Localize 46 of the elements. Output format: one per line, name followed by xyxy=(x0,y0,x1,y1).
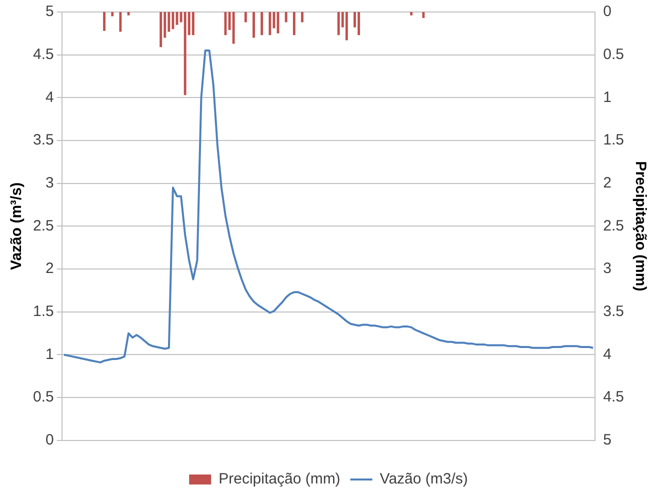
bar xyxy=(422,12,425,18)
y-tick-label: 1 xyxy=(46,346,54,363)
y2-tick-label: 4.5 xyxy=(603,388,624,406)
y-tick-label: 4 xyxy=(46,88,54,106)
y2-tick-label: 5 xyxy=(603,432,612,449)
bar xyxy=(260,12,264,36)
bar xyxy=(111,12,114,16)
y2-axis-title: Precipitação (mm) xyxy=(632,161,649,292)
legend-label: Precipitação (mm) xyxy=(218,470,340,488)
bar xyxy=(184,12,186,96)
bar xyxy=(345,12,348,40)
y-tick-label: 3 xyxy=(46,174,54,192)
bar xyxy=(337,12,340,36)
bar xyxy=(232,12,235,44)
bar xyxy=(301,12,304,22)
bar xyxy=(410,12,413,16)
y-tick-label: 4.5 xyxy=(32,46,54,63)
bar xyxy=(292,12,296,36)
y-tick-label: 3.5 xyxy=(32,132,54,149)
y2-tick-label: 1.5 xyxy=(603,132,624,149)
y-tick-label: 0 xyxy=(46,432,54,449)
y2-tick-label: 0 xyxy=(603,3,612,20)
legend-label: Vazão (m3/s) xyxy=(380,470,468,488)
y2-tick-label: 1 xyxy=(603,88,612,106)
bar xyxy=(252,12,255,38)
y2-tick-label: 2.5 xyxy=(603,217,624,234)
bar xyxy=(192,12,194,36)
y2-tick-label: 3 xyxy=(603,260,612,278)
bar xyxy=(160,12,162,48)
y-tick-label: 2 xyxy=(46,260,54,278)
y-axis-title: Vazão (m³/s) xyxy=(8,182,26,270)
bar xyxy=(244,12,247,22)
y2-tick-label: 0.5 xyxy=(603,46,624,63)
y-tick-label: 1.5 xyxy=(32,303,54,320)
y-tick-label: 0.5 xyxy=(32,388,54,406)
bar xyxy=(172,12,174,30)
bar xyxy=(268,12,272,36)
y-tick-label: 2.5 xyxy=(32,217,54,234)
y2-tick-label: 4 xyxy=(603,346,612,363)
bar xyxy=(103,12,106,31)
bar xyxy=(119,12,122,32)
y2-tick-label: 3.5 xyxy=(603,303,624,320)
y-tick-label: 5 xyxy=(46,3,54,20)
bar xyxy=(358,12,360,36)
bar xyxy=(284,12,288,22)
y2-tick-label: 2 xyxy=(603,174,612,192)
